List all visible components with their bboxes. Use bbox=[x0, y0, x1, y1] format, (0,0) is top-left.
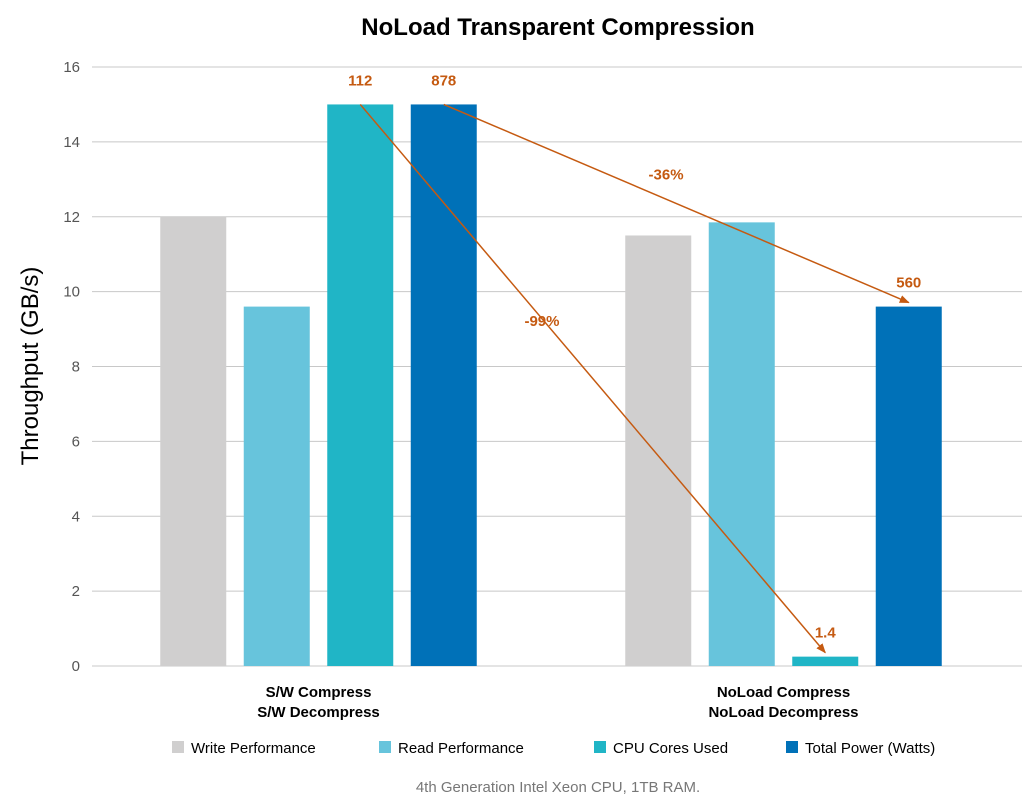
bar-value-label: 560 bbox=[896, 275, 921, 292]
y-axis-label: Throughput (GB/s) bbox=[17, 267, 44, 466]
bar bbox=[327, 104, 394, 666]
y-tick-label: 4 bbox=[72, 508, 80, 525]
bar bbox=[410, 104, 477, 666]
footnote: 4th Generation Intel Xeon CPU, 1TB RAM. bbox=[416, 779, 700, 796]
bar-value-label: 1.4 bbox=[815, 625, 837, 642]
bar-value-label: 112 bbox=[348, 72, 372, 89]
chart-title: NoLoad Transparent Compression bbox=[361, 14, 754, 41]
x-category-label: S/W Compress bbox=[266, 684, 372, 701]
bar bbox=[243, 306, 310, 666]
legend-label: Write Performance bbox=[191, 740, 316, 757]
category-labels: S/W Compress S/W Decompress NoLoad Compres… bbox=[257, 684, 858, 721]
x-category-label: NoLoad Compress bbox=[717, 684, 850, 701]
legend-swatch bbox=[786, 741, 798, 753]
legend-label: CPU Cores Used bbox=[613, 740, 728, 757]
bar-labels: 112 878 1.4 560 bbox=[348, 72, 921, 641]
y-tick-label: 6 bbox=[72, 433, 80, 450]
bar-value-label: 878 bbox=[431, 72, 456, 89]
y-tick-label: 16 bbox=[63, 59, 80, 76]
legend-swatch bbox=[379, 741, 391, 753]
annotation-label: -99% bbox=[524, 313, 559, 330]
y-tick-label: 0 bbox=[72, 658, 80, 675]
annotation-label: -36% bbox=[649, 167, 684, 184]
y-tick-label: 14 bbox=[63, 134, 80, 151]
bar bbox=[160, 216, 227, 666]
y-tick-label: 2 bbox=[72, 583, 80, 600]
legend-swatch bbox=[594, 741, 606, 753]
y-tick-label: 8 bbox=[72, 359, 80, 376]
x-category-label: NoLoad Decompress bbox=[708, 704, 858, 721]
bar bbox=[875, 306, 942, 666]
bar bbox=[792, 656, 859, 666]
x-category-label: S/W Decompress bbox=[257, 704, 380, 721]
annotation-arrows: -99% -36% bbox=[359, 103, 910, 654]
legend-swatch bbox=[172, 741, 184, 753]
legend: Write Performance Read Performance CPU Cor… bbox=[172, 740, 935, 757]
legend-label: Total Power (Watts) bbox=[805, 740, 935, 757]
y-axis-ticks: 0 2 4 6 8 10 12 14 16 bbox=[63, 59, 80, 675]
bars bbox=[160, 104, 942, 666]
y-tick-label: 10 bbox=[63, 284, 80, 301]
annotation-arrow bbox=[359, 103, 826, 654]
bar bbox=[708, 222, 775, 666]
annotation-arrow bbox=[443, 103, 910, 304]
y-tick-label: 12 bbox=[63, 209, 80, 226]
legend-label: Read Performance bbox=[398, 740, 524, 757]
bar bbox=[625, 235, 692, 666]
